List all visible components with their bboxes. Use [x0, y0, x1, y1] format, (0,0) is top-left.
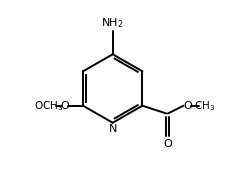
Text: O: O	[60, 101, 69, 111]
Text: OCH$_3$: OCH$_3$	[34, 99, 64, 113]
Text: CH$_3$: CH$_3$	[194, 99, 216, 113]
Text: N: N	[108, 124, 117, 134]
Text: O: O	[163, 139, 172, 149]
Text: NH$_2$: NH$_2$	[102, 16, 124, 30]
Text: O: O	[183, 101, 192, 111]
